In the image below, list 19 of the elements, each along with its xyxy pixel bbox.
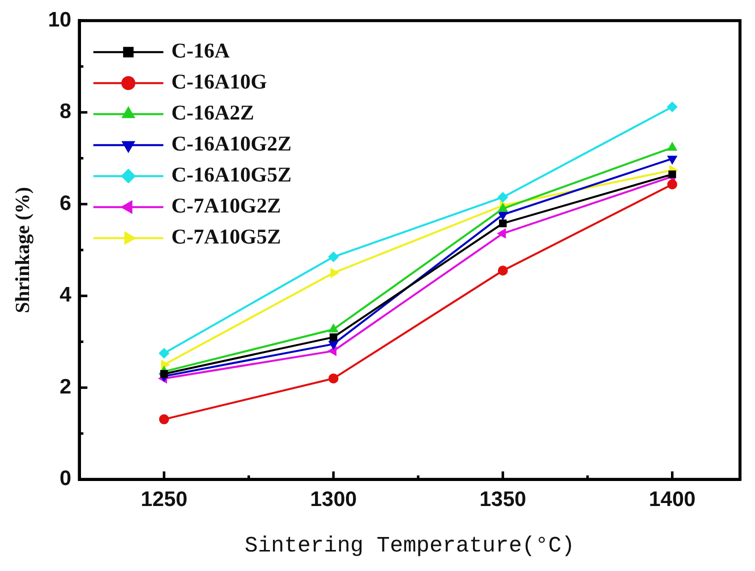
y-tick-label: 10 [48,8,72,32]
y-tick-label: 0 [60,467,72,490]
legend-label: C-16A2Z [171,100,254,125]
y-tick-label: 6 [60,192,72,215]
legend-label: C-7A10G2Z [171,194,282,218]
y-axis-title: Shrinkage (%) [12,186,34,314]
x-tick-label: 1250 [140,488,188,511]
legend-label: C-16A10G5Z [171,162,292,187]
x-axis-title: Sintering Temperature(°C) [244,534,575,559]
legend-label: C-16A [171,38,231,63]
x-tick-label: 1400 [648,488,696,511]
legend-label: C-16A10G2Z [171,132,292,156]
y-tick-label: 2 [60,375,72,398]
y-tick-label: 4 [60,284,72,307]
x-tick-label: 1300 [310,488,357,511]
y-tick-label: 8 [60,100,72,124]
legend-label: C-16A10G [171,70,268,94]
x-tick-label: 1350 [479,488,526,511]
legend-label: C-7A10G5Z [171,224,282,249]
